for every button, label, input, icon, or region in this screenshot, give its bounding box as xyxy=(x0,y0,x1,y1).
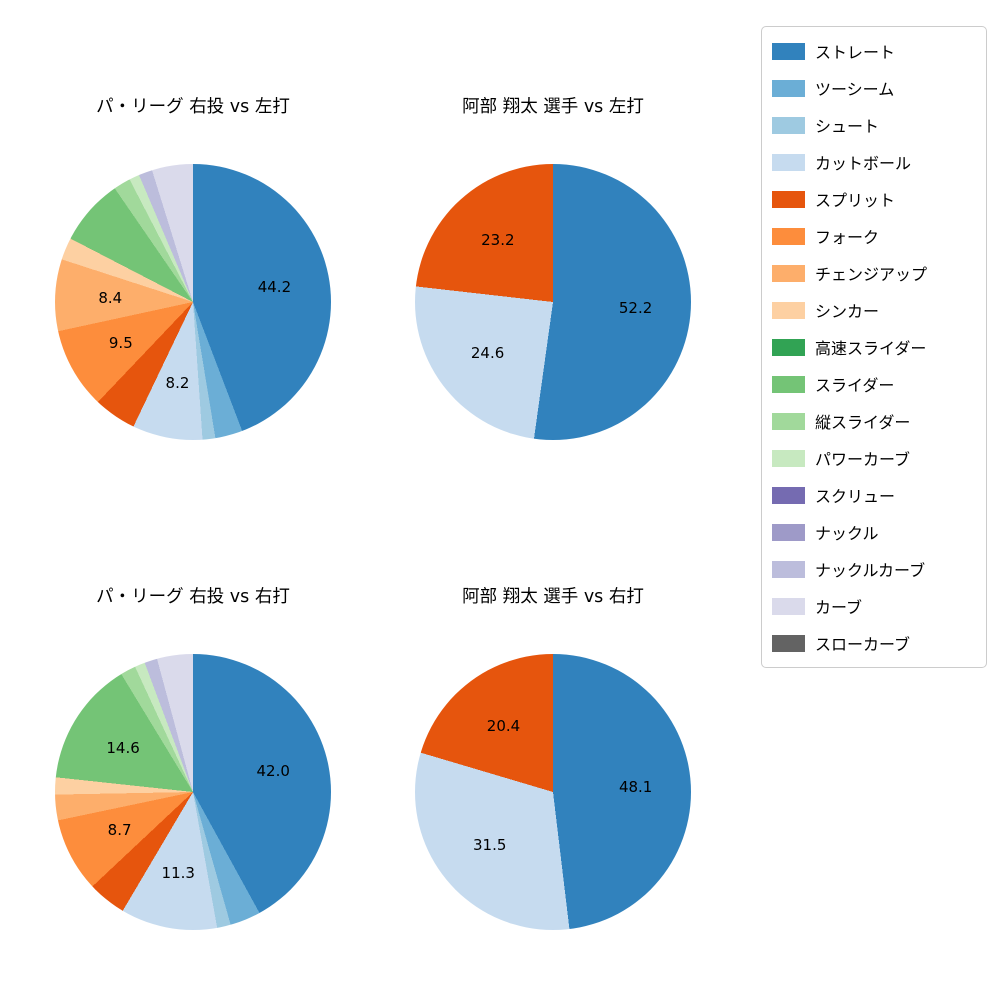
legend-item: スプリット xyxy=(772,187,976,211)
chart-title: パ・リーグ 右投 vs 右打 xyxy=(96,587,290,607)
pie-value-label: 23.2 xyxy=(481,231,515,250)
pie-value-label: 8.7 xyxy=(107,821,132,840)
legend-label: シンカー xyxy=(815,302,880,321)
legend-swatch xyxy=(772,412,805,430)
legend-item: ツーシーム xyxy=(772,76,976,100)
pie-value-label: 48.1 xyxy=(618,778,653,797)
legend-swatch xyxy=(772,523,805,541)
pie-pa-league-vs-right: 42.0 11.3 8.7 14.6 xyxy=(55,654,331,930)
legend-label: 縦スライダー xyxy=(815,413,911,432)
legend-swatch xyxy=(772,153,805,171)
legend-item: ナックル xyxy=(772,520,976,544)
legend-swatch xyxy=(772,301,805,319)
legend-item: カットボール xyxy=(772,150,976,174)
legend-item: チェンジアップ xyxy=(772,261,976,285)
legend-item: カーブ xyxy=(772,594,976,618)
legend-swatch xyxy=(772,42,805,60)
legend-swatch xyxy=(772,264,805,282)
pie-value-label: 42.0 xyxy=(256,762,290,781)
pie-value-label: 14.6 xyxy=(106,738,140,757)
legend-label: ナックルカーブ xyxy=(815,561,926,580)
legend-item: シンカー xyxy=(772,298,976,322)
legend-label: スプリット xyxy=(815,191,896,210)
pie-value-label: 9.5 xyxy=(108,333,133,352)
legend-swatch xyxy=(772,227,805,245)
pie-value-label: 52.2 xyxy=(618,298,653,317)
legend-label: ストレート xyxy=(815,43,896,62)
chart-pa-league-vs-left: パ・リーグ 右投 vs 左打 44.2 8.2 9.5 8.4 xyxy=(40,93,346,440)
pie-pa-league-vs-left: 44.2 8.2 9.5 8.4 xyxy=(55,164,331,440)
legend-label: スローカーブ xyxy=(815,635,911,654)
pie-value-label: 31.5 xyxy=(472,836,507,855)
chart-pa-league-vs-right: パ・リーグ 右投 vs 右打 42.0 11.3 8.7 14.6 xyxy=(40,583,346,930)
legend-swatch xyxy=(772,338,805,356)
chart-title: 阿部 翔太 選手 vs 右打 xyxy=(462,587,644,607)
legend-label: カットボール xyxy=(815,154,912,173)
legend-swatch xyxy=(772,560,805,578)
legend-swatch xyxy=(772,486,805,504)
legend-item: スライダー xyxy=(772,372,976,396)
legend-swatch xyxy=(772,634,805,652)
pie-value-label: 44.2 xyxy=(257,277,292,296)
chart-title: パ・リーグ 右投 vs 左打 xyxy=(96,97,290,117)
pie-value-label: 8.4 xyxy=(98,288,123,307)
legend-label: 高速スライダー xyxy=(815,339,927,358)
legend-swatch xyxy=(772,79,805,97)
legend-item: シュート xyxy=(772,113,976,137)
legend-item: フォーク xyxy=(772,224,976,248)
pie-abe-vs-right: 48.1 31.5 20.4 xyxy=(415,654,691,930)
legend: ストレートツーシームシュートカットボール スプリットフォークチェンジアップ シンカー… xyxy=(761,26,987,668)
legend-label: パワーカーブ xyxy=(815,450,911,469)
pie-value-label: 8.2 xyxy=(165,374,190,393)
legend-item: 高速スライダー xyxy=(772,335,976,359)
legend-label: ナックル xyxy=(815,524,879,543)
legend-swatch xyxy=(772,449,805,467)
legend-item: ストレート xyxy=(772,39,976,63)
legend-label: スライダー xyxy=(815,376,895,395)
legend-item: スローカーブ xyxy=(772,631,976,655)
chart-abe-vs-right: 阿部 翔太 選手 vs 右打 48.1 31.5 20.4 xyxy=(400,583,706,930)
legend-swatch xyxy=(772,190,805,208)
legend-item: スクリュー xyxy=(772,483,976,507)
legend-item: 縦スライダー xyxy=(772,409,976,433)
pie-value-label: 11.3 xyxy=(161,864,195,883)
legend-label: カーブ xyxy=(815,598,863,617)
legend-swatch xyxy=(772,116,805,134)
legend-label: フォーク xyxy=(815,228,880,247)
pie-abe-vs-left: 52.2 24.6 23.2 xyxy=(415,164,691,440)
legend-item: ナックルカーブ xyxy=(772,557,976,581)
legend-label: チェンジアップ xyxy=(815,265,928,284)
chart-abe-vs-left: 阿部 翔太 選手 vs 左打 52.2 24.6 23.2 xyxy=(400,93,706,440)
legend-label: シュート xyxy=(815,117,880,136)
chart-title: 阿部 翔太 選手 vs 左打 xyxy=(462,97,644,117)
legend-item: パワーカーブ xyxy=(772,446,976,470)
legend-swatch xyxy=(772,597,805,615)
pie-value-label: 24.6 xyxy=(470,343,505,362)
legend-label: ツーシーム xyxy=(815,80,895,99)
pie-value-label: 20.4 xyxy=(486,716,521,735)
legend-swatch xyxy=(772,375,805,393)
legend-label: スクリュー xyxy=(815,487,896,506)
